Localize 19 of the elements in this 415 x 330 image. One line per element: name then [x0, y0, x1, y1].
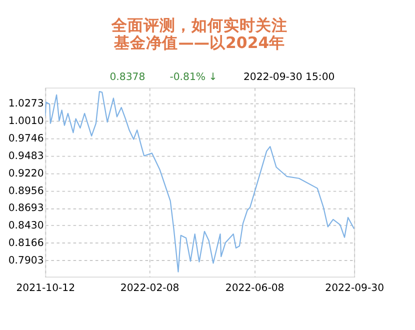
text: -0.81% ↓	[170, 72, 218, 84]
y-tick-label: 0.8956	[8, 186, 44, 197]
x-tick-label: 2022-09-30	[325, 282, 384, 294]
y-tick-label: 0.9220	[8, 168, 44, 180]
y-tick-label: 0.8693	[8, 203, 44, 214]
y-tick-label: 0.8166	[8, 238, 44, 250]
y-tick-label: 0.9483	[8, 150, 44, 162]
text: 2022-09-30 15:00	[243, 72, 335, 84]
line-series	[45, 91, 354, 272]
y-tick-label: 0.7903	[8, 256, 44, 267]
x-tick-label: 2021-10-12	[16, 282, 76, 294]
y-tick-label: 0.8430	[8, 220, 44, 232]
y-tick-label: 1.0010	[8, 116, 44, 127]
x-tick-label: 2022-06-08	[225, 282, 284, 294]
chart-title: 全面评测，如何实时关注基金净值——以2024年	[110, 15, 288, 52]
y-tick-label: 0.9746	[8, 133, 44, 144]
text: 0.8378	[110, 72, 146, 84]
y-tick-label: 1.0273	[8, 98, 44, 110]
x-tick-label: 2022-02-08	[120, 282, 180, 294]
